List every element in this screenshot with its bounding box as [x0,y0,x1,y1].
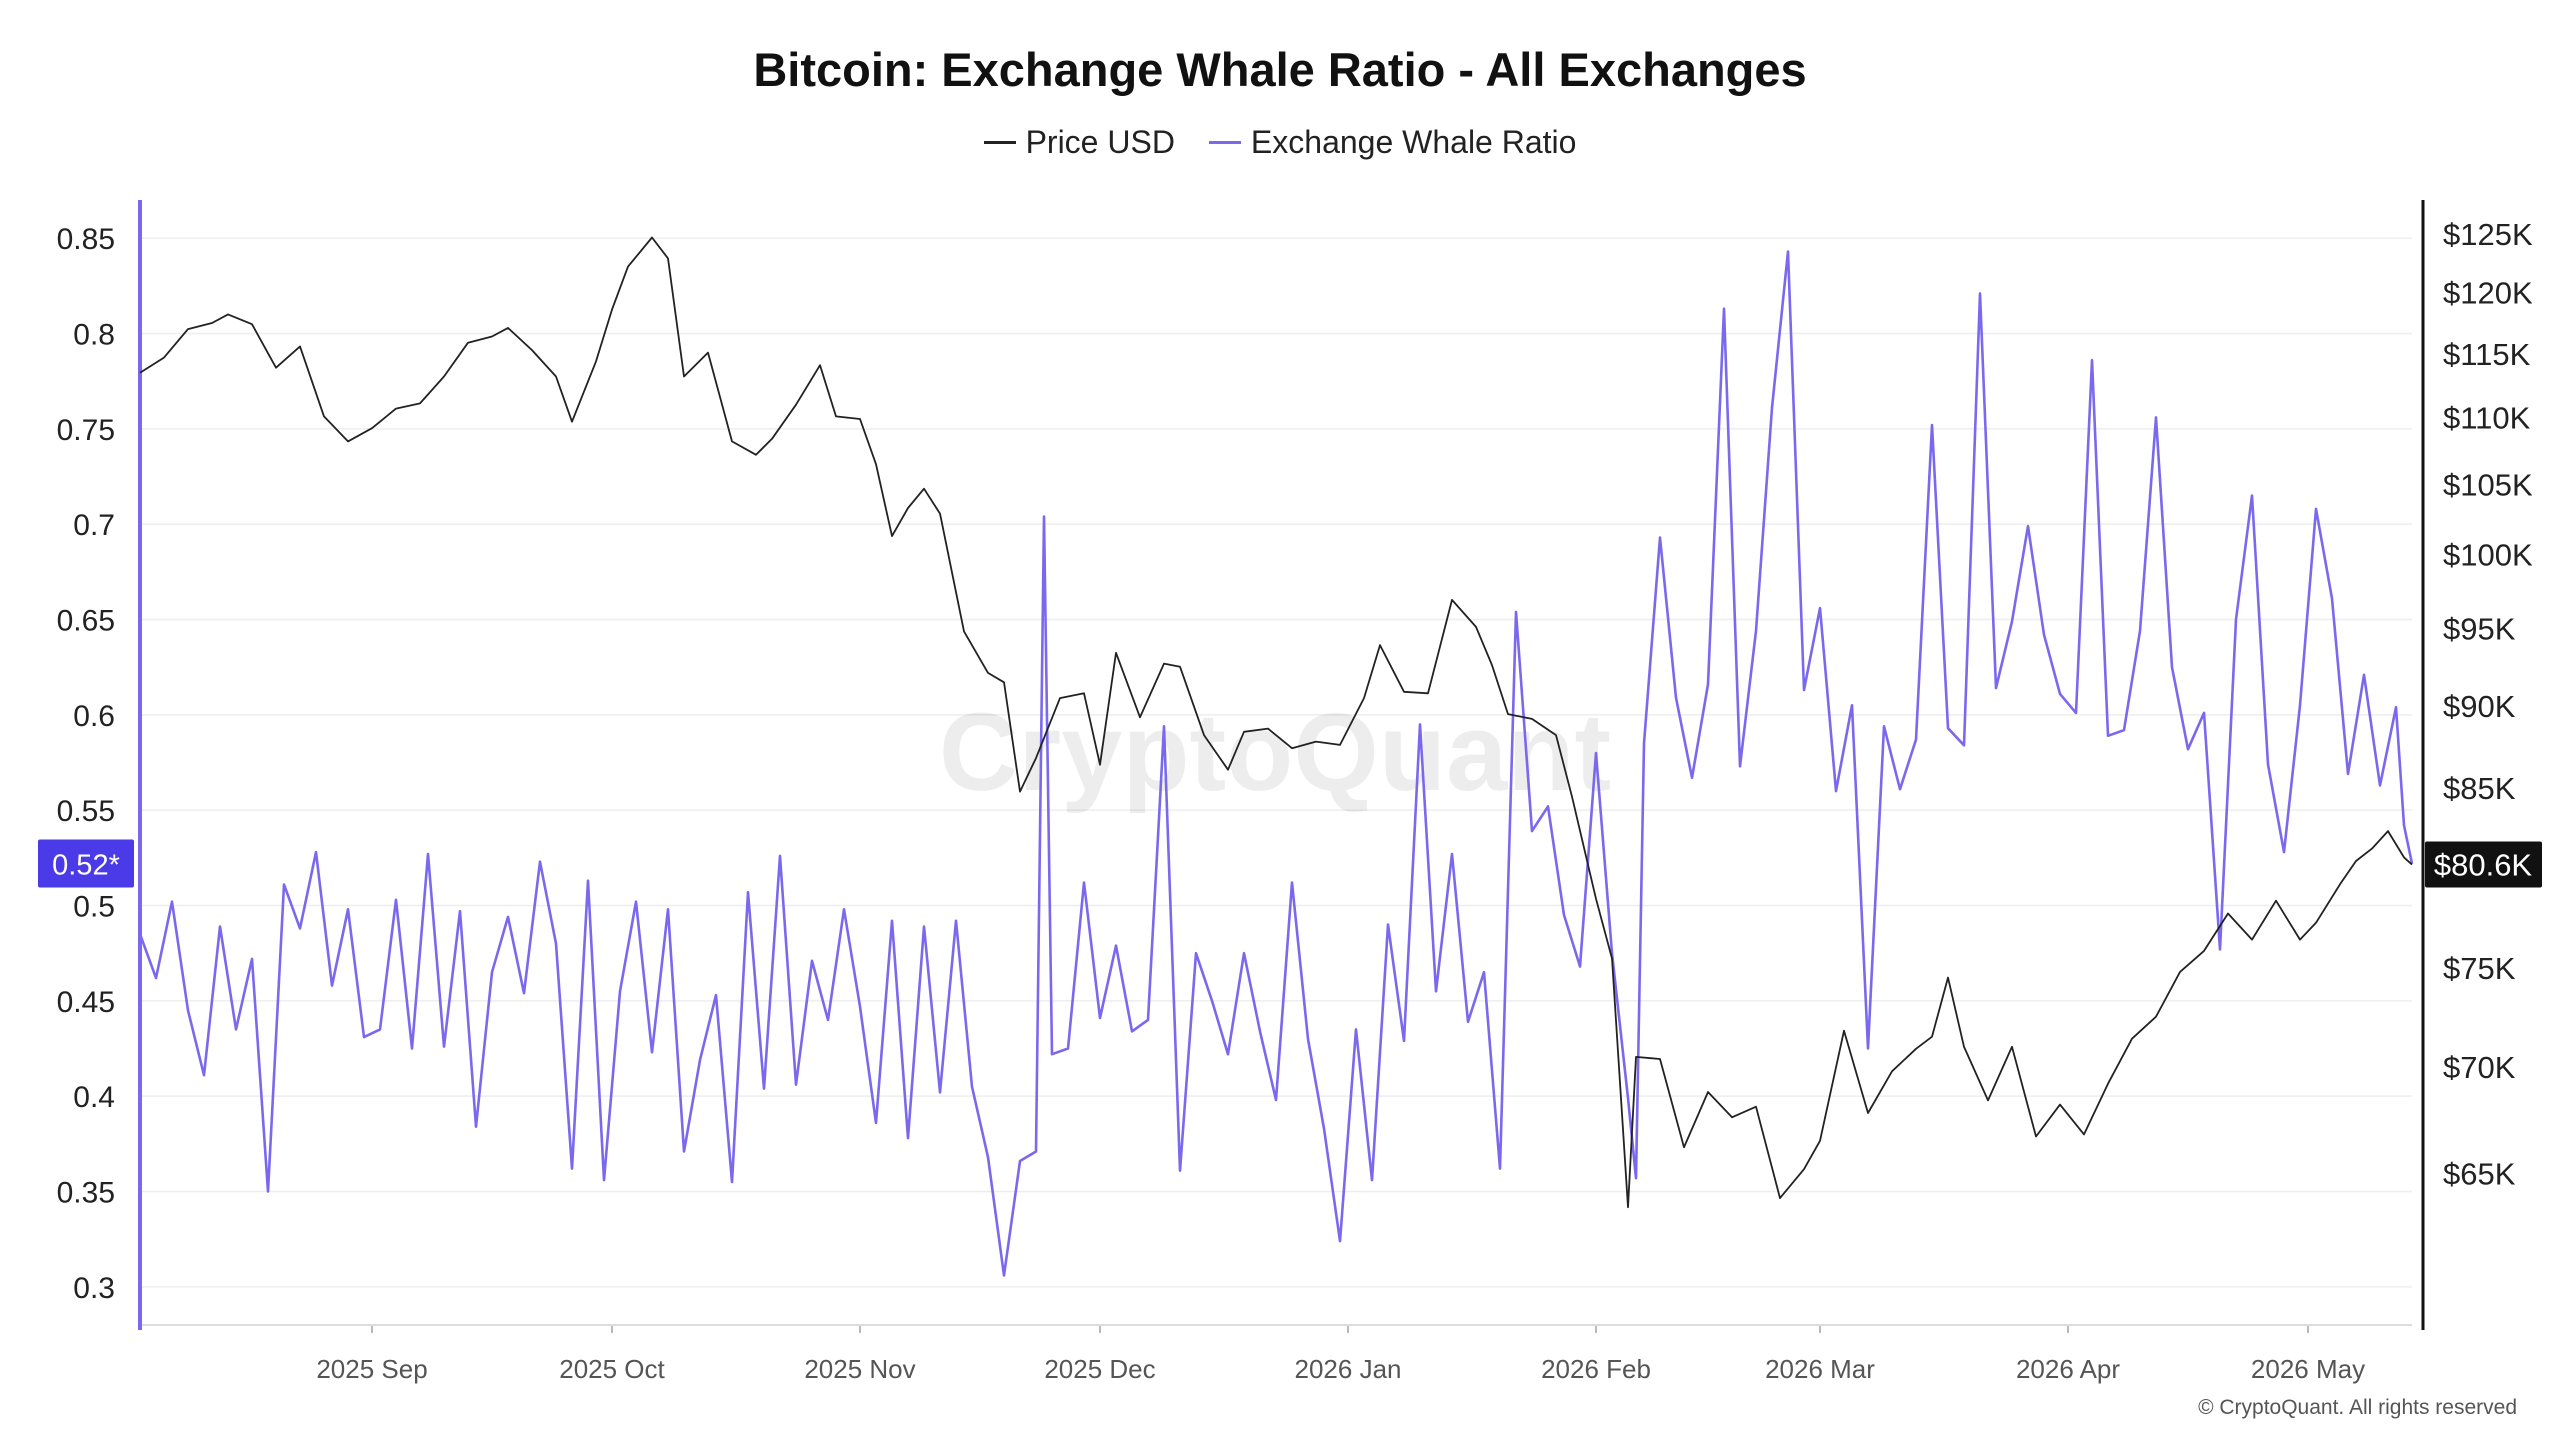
y-right-tick-label: $85K [2443,771,2516,806]
y-right-tick-label: $115K [2443,337,2531,372]
y-left-tick-label: 0.7 [73,509,115,542]
copyright-notice: © CryptoQuant. All rights reserved [2198,1396,2517,1419]
series-line-whale-ratio [138,250,2414,1277]
watermark-logo: CryptoQuant [939,691,1611,814]
y-left-tick-label: 0.55 [57,795,115,828]
y-left-tick-label: 0.8 [73,318,115,351]
x-tick-label: 2025 Oct [559,1354,665,1384]
x-tick-label: 2026 May [2251,1354,2365,1384]
current-value-badge-left-label: 0.52* [52,850,120,882]
y-left-tick-label: 0.3 [73,1272,115,1305]
y-right-tick-label: $75K [2443,951,2516,986]
y-left-tick-label: 0.6 [73,700,115,733]
current-value-badge-right [2425,841,2542,888]
y-left-tick-label: 0.45 [57,986,115,1019]
y-right-tick-label: $120K [2443,276,2533,311]
y-right-tick-label: $90K [2443,689,2516,724]
legend-swatch-price [983,141,1016,144]
y-right-tick-label: $70K [2443,1050,2516,1085]
legend-label-price: Price USD [1025,124,1175,160]
x-tick-label: 2026 Jan [1295,1354,1402,1384]
y-left-tick-label: 0.35 [57,1177,115,1210]
y-left-tick-label: 0.85 [57,223,115,256]
y-right-tick-label: $105K [2443,468,2533,503]
y-left-tick-label: 0.5 [73,891,115,924]
legend-item-whale-ratio[interactable]: Exchange Whale Ratio [1208,124,1577,161]
y-right-tick-label: $125K [2443,217,2533,252]
y-left-tick-label: 0.65 [57,604,115,637]
y-right-tick-label: $95K [2443,611,2516,646]
x-tick-label: 2026 Apr [2016,1354,2120,1384]
y-right-tick-label: $100K [2443,538,2533,573]
y-left-tick-label: 0.75 [57,414,115,447]
y-left-tick-label: 0.4 [73,1081,115,1114]
y-right-tick-label: $110K [2443,401,2531,436]
legend-swatch-whale-ratio [1208,141,1241,144]
chart-title: Bitcoin: Exchange Whale Ratio - All Exch… [753,43,1807,96]
x-tick-label: 2025 Nov [804,1354,915,1384]
legend: Price USD Exchange Whale Ratio [0,124,2560,161]
x-tick-label: 2026 Feb [1541,1354,1651,1384]
series-line-price [139,236,2413,1209]
legend-label-whale-ratio: Exchange Whale Ratio [1250,124,1577,160]
x-tick-label: 2025 Dec [1044,1354,1155,1384]
current-value-badge-right-label: $80.6K [2434,848,2533,883]
legend-item-price[interactable]: Price USD [983,124,1175,161]
current-value-badge-left [38,839,134,888]
x-tick-label: 2026 Mar [1765,1354,1875,1384]
y-right-tick-label: $65K [2443,1157,2516,1192]
x-tick-label: 2025 Sep [316,1354,427,1384]
